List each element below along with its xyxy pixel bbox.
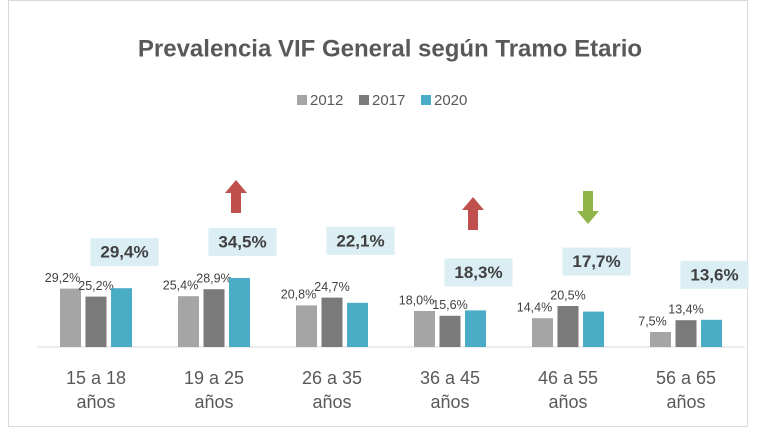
bar (465, 310, 486, 347)
value-label: 28,9% (196, 271, 231, 285)
bar (321, 297, 343, 347)
bar (675, 320, 697, 347)
arrow-down (577, 191, 599, 224)
arrow-up (462, 197, 484, 230)
x-tick-label: 15 a 18 años (65, 368, 127, 412)
value-label-box (444, 258, 513, 287)
value-label: 25,2% (78, 279, 113, 293)
bar (178, 296, 199, 347)
bar (414, 311, 435, 347)
value-label: 15,6% (432, 298, 467, 312)
x-tick-label: 36 a 45 años (419, 368, 481, 412)
x-tick-label: 46 a 55 años (537, 368, 599, 412)
value-label: 13,4% (668, 302, 703, 316)
bar (532, 318, 553, 347)
bar (650, 332, 671, 347)
value-label: 18,0% (399, 293, 434, 307)
bar (111, 288, 132, 347)
value-label: 14,4% (517, 300, 552, 314)
value-label: 22,1% (336, 231, 384, 250)
value-label-box (326, 226, 395, 255)
value-label: 13,6% (690, 265, 738, 284)
bar (85, 296, 107, 347)
bar (60, 288, 81, 347)
x-tick-label: 26 a 35 años (301, 368, 363, 412)
arrow-up (225, 180, 247, 213)
value-label: 20,8% (281, 288, 316, 302)
value-label: 29,2% (45, 271, 80, 285)
bar (557, 306, 579, 347)
value-label: 20,5% (550, 288, 585, 302)
value-label: 29,4% (100, 243, 148, 262)
chart-title: Prevalencia VIF General según Tramo Etar… (138, 35, 642, 62)
bar (701, 319, 722, 347)
legend-swatch (359, 95, 369, 105)
x-tick-label: 56 a 65 años (655, 368, 717, 412)
value-label-box (90, 238, 159, 267)
legend-swatch (421, 95, 431, 105)
value-label: 24,7% (314, 280, 349, 294)
bar (203, 289, 225, 347)
legend-swatch (297, 95, 307, 105)
value-label: 25,4% (163, 278, 198, 292)
bar (296, 305, 317, 347)
bar (229, 278, 250, 347)
value-label: 17,7% (572, 252, 620, 271)
legend-label: 2012 (310, 92, 343, 109)
value-label-box (680, 260, 749, 289)
bar (347, 302, 368, 347)
legend-label: 2020 (434, 92, 467, 109)
bar (583, 311, 604, 347)
x-tick-label: 19 a 25 años (183, 368, 245, 412)
chart-border (8, 0, 748, 427)
bar (439, 315, 461, 347)
value-label: 18,3% (454, 263, 502, 282)
value-label: 7,5% (638, 314, 667, 328)
value-label-box (208, 228, 277, 256)
legend-label: 2017 (372, 92, 405, 109)
value-label: 34,5% (218, 232, 266, 251)
value-label-box (562, 247, 631, 276)
